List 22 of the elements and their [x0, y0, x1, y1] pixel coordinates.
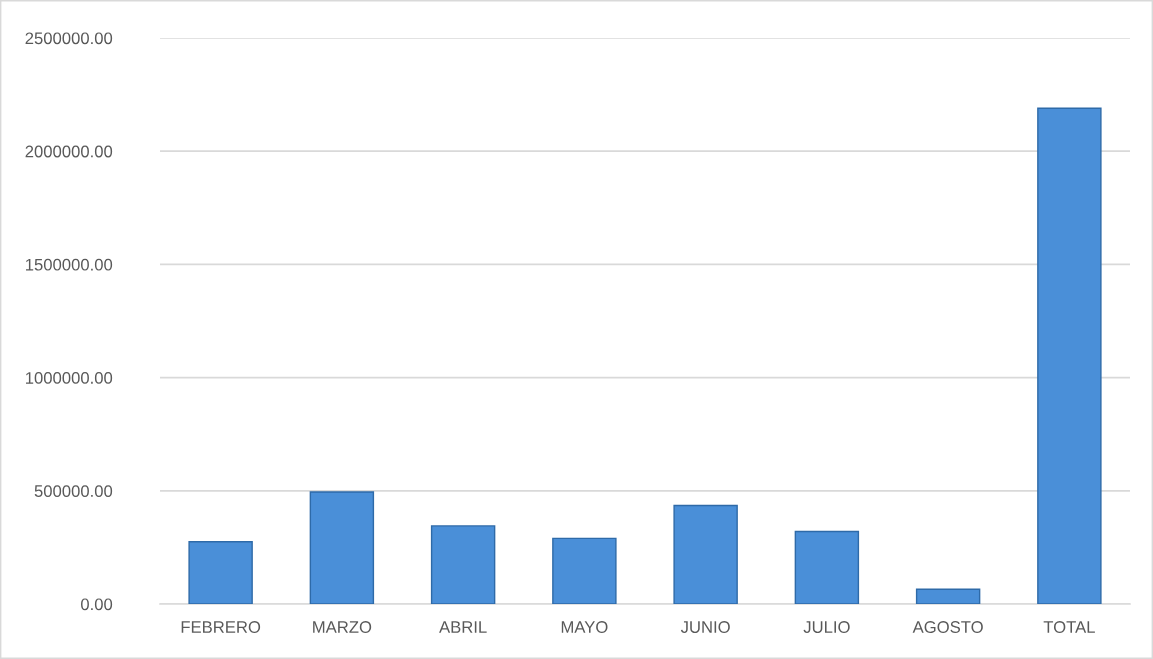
- y-tick-label: 2000000.00: [25, 145, 113, 158]
- x-tick-label: ABRIL: [439, 621, 487, 633]
- bar: [794, 530, 860, 604]
- bar: [915, 588, 981, 604]
- bar: [552, 537, 617, 604]
- y-tick-label: 500000.00: [34, 485, 113, 497]
- x-tick-label: TOTAL: [1043, 621, 1095, 633]
- y-tick-label: 2500000.00: [25, 32, 113, 45]
- x-tick-label: MAYO: [561, 621, 608, 633]
- bar: [309, 491, 375, 604]
- x-tick-label: AGOSTO: [912, 621, 983, 633]
- bar: [1037, 107, 1102, 604]
- bar: [430, 525, 496, 604]
- y-tick-label: 1000000.00: [26, 372, 113, 384]
- x-tick-label: MARZO: [313, 621, 372, 633]
- x-tick-label: JULIO: [803, 621, 850, 633]
- y-tick-label: 0.00: [80, 598, 113, 611]
- bar: [673, 504, 738, 604]
- x-tick-label: JUNIO: [680, 621, 730, 633]
- y-tick-label: 1500000.00: [26, 258, 113, 271]
- bar: [188, 541, 253, 604]
- x-tick-label: FEBRERO: [181, 621, 261, 633]
